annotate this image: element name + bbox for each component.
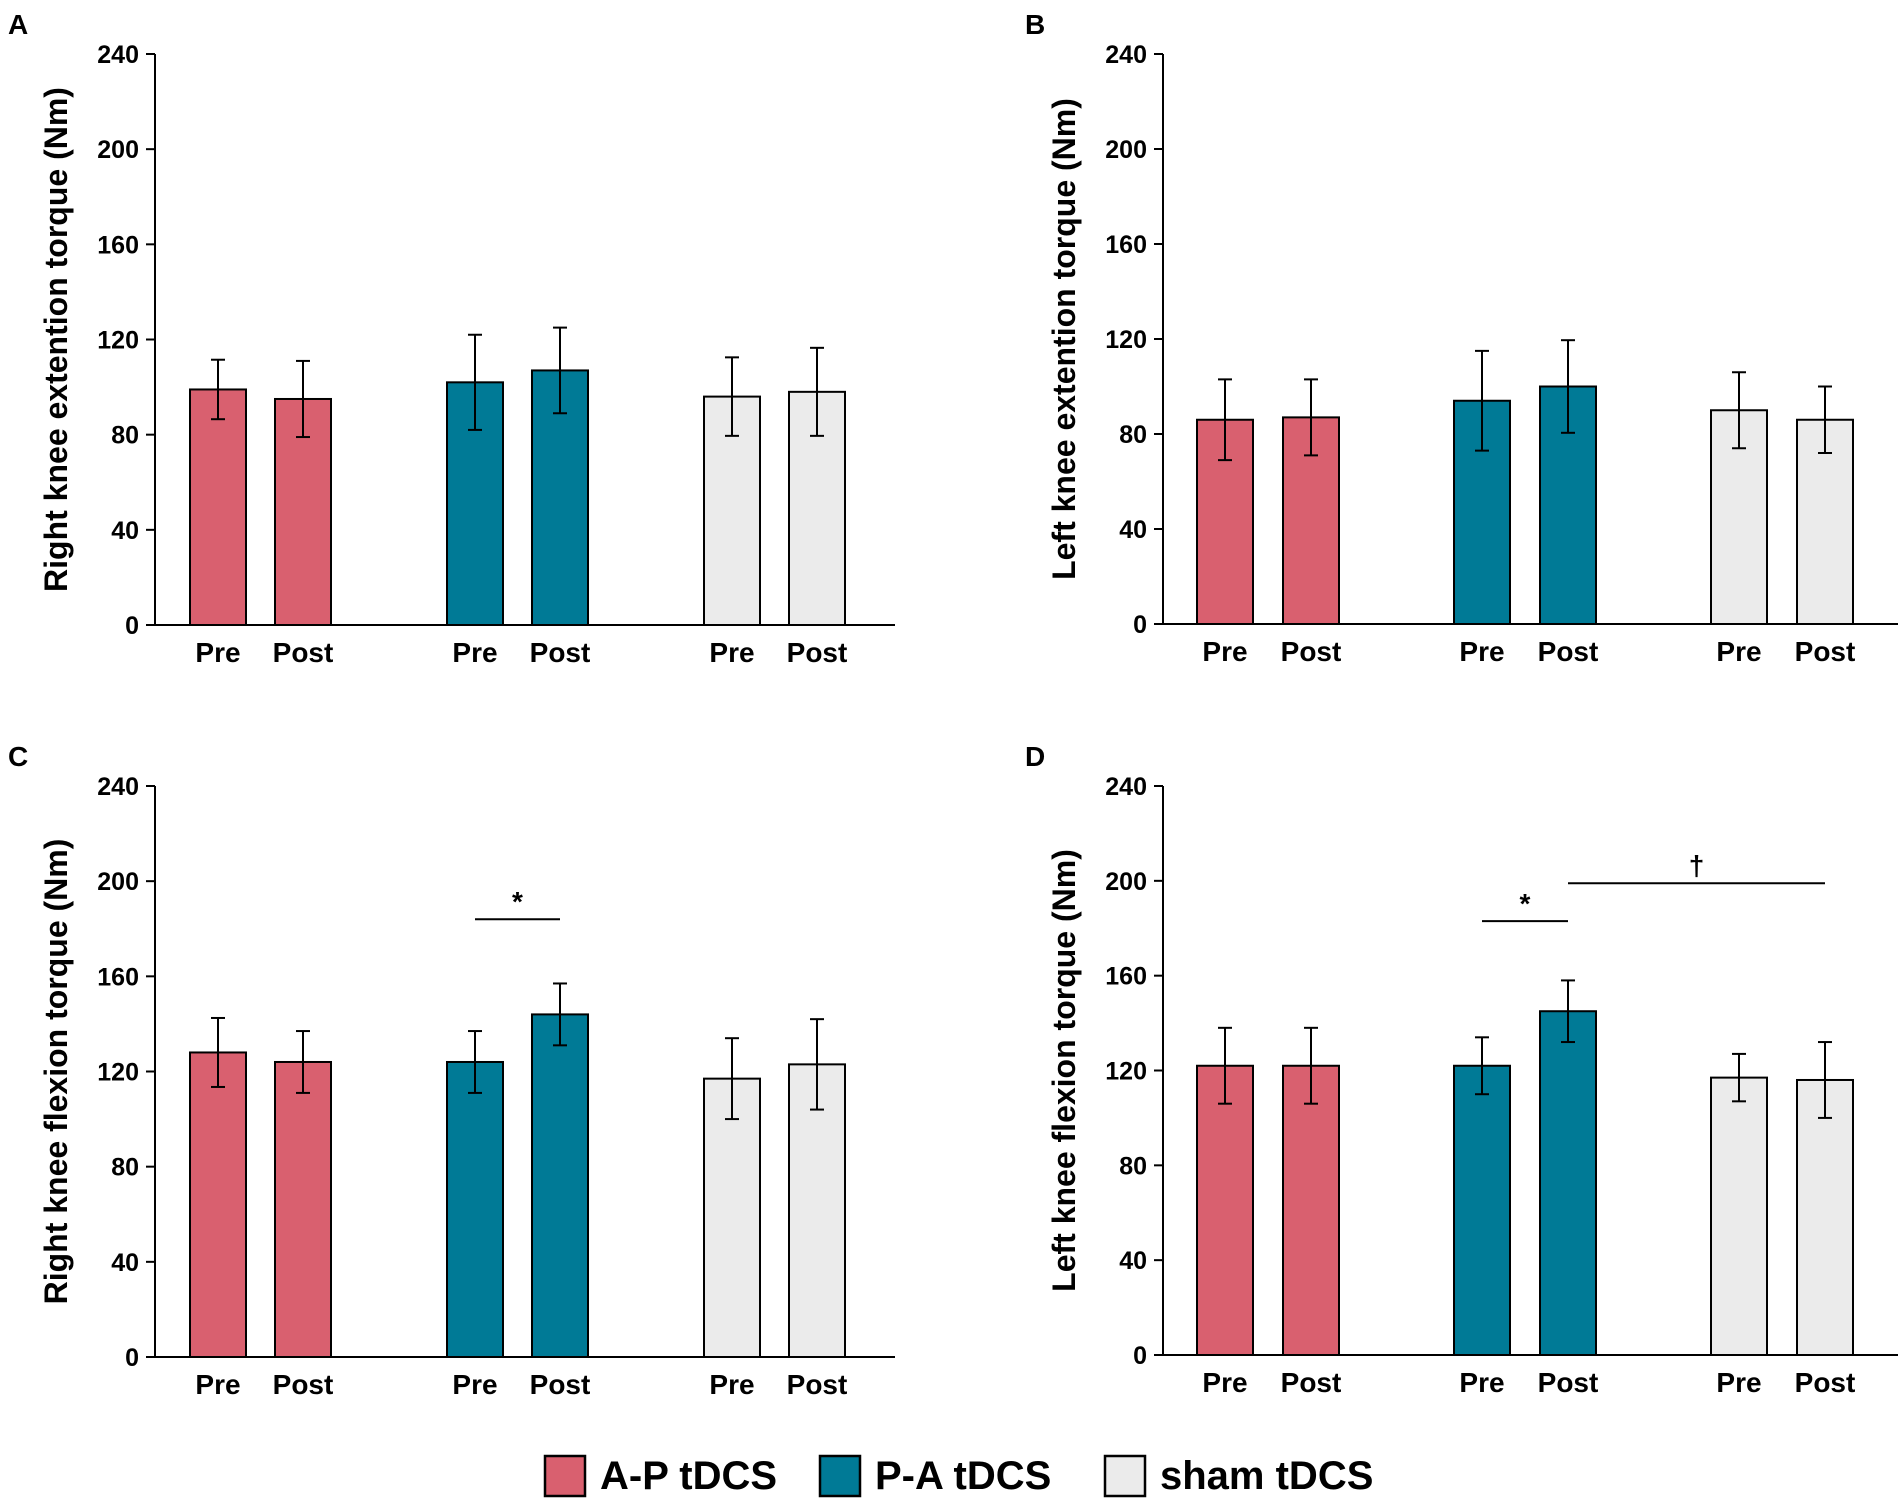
x-tick-label: Post: [1795, 1367, 1856, 1398]
panel-a: A 0 40 80 120 160 200 240 Right knee extention t…: [8, 9, 895, 668]
x-tick-label: Post: [787, 637, 848, 668]
y-tick-label: 200: [1105, 136, 1147, 164]
y-axis-title: Left knee flexion torque (Nm): [1046, 849, 1082, 1292]
x-tick-label: Post: [1538, 1367, 1599, 1398]
bar: [446, 1060, 504, 1358]
x-tick-label: Pre: [1202, 636, 1247, 667]
y-tick-label: 160: [97, 231, 139, 259]
y-tick-label: 200: [1105, 868, 1147, 896]
bar: [1282, 1064, 1340, 1356]
y-tick-label: 0: [1133, 611, 1147, 639]
bar: [788, 1063, 846, 1359]
y-tick-label: 0: [125, 612, 139, 640]
legend: A-P tDCS P-A tDCS sham tDCS: [543, 1454, 1373, 1498]
y-tick-label: 80: [1119, 421, 1147, 449]
significance-marker: *: [1520, 888, 1531, 919]
x-tick-label: Pre: [1459, 636, 1504, 667]
x-tick-label: Post: [273, 1369, 334, 1400]
x-tick-label: Post: [530, 1369, 591, 1400]
y-axis-title: Right knee extention torque (Nm): [38, 87, 74, 592]
x-tick-label: Pre: [1716, 1367, 1761, 1398]
x-tick-label: Post: [1281, 1367, 1342, 1398]
bar: [1196, 1064, 1254, 1356]
y-tick-label: 240: [97, 773, 139, 801]
y-tick-label: 200: [97, 868, 139, 896]
x-tick-label: Pre: [1716, 636, 1761, 667]
x-tick-label: Pre: [709, 637, 754, 668]
panel-letter: D: [1025, 741, 1045, 772]
bar: [189, 388, 247, 626]
y-tick-label: 40: [111, 517, 139, 545]
x-tick-label: Post: [787, 1369, 848, 1400]
legend-label: A-P tDCS: [600, 1454, 777, 1498]
x-tick-label: Pre: [452, 1369, 497, 1400]
y-tick-label: 160: [97, 963, 139, 991]
bar: [189, 1051, 247, 1358]
y-tick-label: 40: [1119, 1247, 1147, 1275]
panel-c: C 0 40 80 120 160 200 240 Right knee flexion tor…: [8, 741, 895, 1400]
panel-letter: C: [8, 741, 28, 772]
x-tick-label: Post: [1281, 636, 1342, 667]
y-tick-label: 0: [1133, 1342, 1147, 1370]
panel-d: D 0 40 80 120 160 200 240 Left knee flexion torq…: [1025, 741, 1898, 1398]
x-tick-label: Post: [1795, 636, 1856, 667]
panel-b: B 0 40 80 120 160 200 240 Left knee extention to…: [1025, 9, 1898, 667]
x-tick-label: Pre: [1459, 1367, 1504, 1398]
legend-label: sham tDCS: [1160, 1454, 1373, 1498]
y-tick-label: 240: [1105, 773, 1147, 801]
y-tick-label: 160: [1105, 963, 1147, 991]
panel-letter: B: [1025, 9, 1045, 40]
y-tick-label: 160: [1105, 231, 1147, 259]
panel-letter: A: [8, 9, 28, 40]
legend-label: P-A tDCS: [875, 1454, 1051, 1498]
bar: [703, 1077, 761, 1358]
y-tick-label: 240: [97, 41, 139, 69]
y-tick-label: 40: [111, 1249, 139, 1277]
y-tick-label: 120: [97, 327, 139, 355]
y-axis-title: Left knee extention torque (Nm): [1046, 98, 1082, 580]
bar: [1710, 1076, 1768, 1357]
x-tick-label: Post: [1538, 636, 1599, 667]
x-tick-label: Pre: [1202, 1367, 1247, 1398]
y-tick-label: 80: [1119, 1152, 1147, 1180]
bar: [1539, 1010, 1597, 1357]
bar: [1796, 1078, 1854, 1356]
y-tick-label: 80: [111, 422, 139, 450]
legend-swatch: [1103, 1454, 1147, 1498]
bar: [274, 1060, 332, 1358]
legend-swatch: [818, 1454, 862, 1498]
x-tick-label: Pre: [709, 1369, 754, 1400]
y-tick-label: 80: [111, 1154, 139, 1182]
y-tick-label: 240: [1105, 41, 1147, 69]
y-axis-title: Right knee flexion torque (Nm): [38, 839, 74, 1305]
significance-marker: †: [1689, 850, 1705, 881]
y-tick-label: 120: [97, 1059, 139, 1087]
y-tick-label: 0: [125, 1344, 139, 1372]
x-tick-label: Pre: [195, 1369, 240, 1400]
x-tick-label: Post: [530, 637, 591, 668]
x-tick-label: Post: [273, 637, 334, 668]
y-tick-label: 120: [1105, 326, 1147, 354]
bar: [531, 1013, 589, 1359]
y-tick-label: 40: [1119, 516, 1147, 544]
legend-swatch: [543, 1454, 587, 1498]
x-tick-label: Pre: [452, 637, 497, 668]
bar: [1453, 1064, 1511, 1356]
x-tick-label: Pre: [195, 637, 240, 668]
y-tick-label: 120: [1105, 1058, 1147, 1086]
y-tick-label: 200: [97, 136, 139, 164]
significance-marker: *: [512, 886, 523, 917]
